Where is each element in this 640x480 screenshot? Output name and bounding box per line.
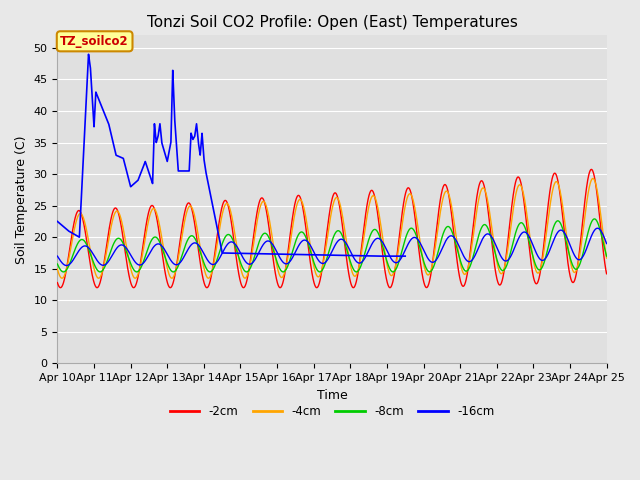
Legend: -2cm, -4cm, -8cm, -16cm: -2cm, -4cm, -8cm, -16cm bbox=[165, 401, 499, 423]
X-axis label: Time: Time bbox=[317, 389, 348, 402]
Y-axis label: Soil Temperature (C): Soil Temperature (C) bbox=[15, 135, 28, 264]
Title: Tonzi Soil CO2 Profile: Open (East) Temperatures: Tonzi Soil CO2 Profile: Open (East) Temp… bbox=[147, 15, 517, 30]
Text: TZ_soilco2: TZ_soilco2 bbox=[60, 35, 129, 48]
